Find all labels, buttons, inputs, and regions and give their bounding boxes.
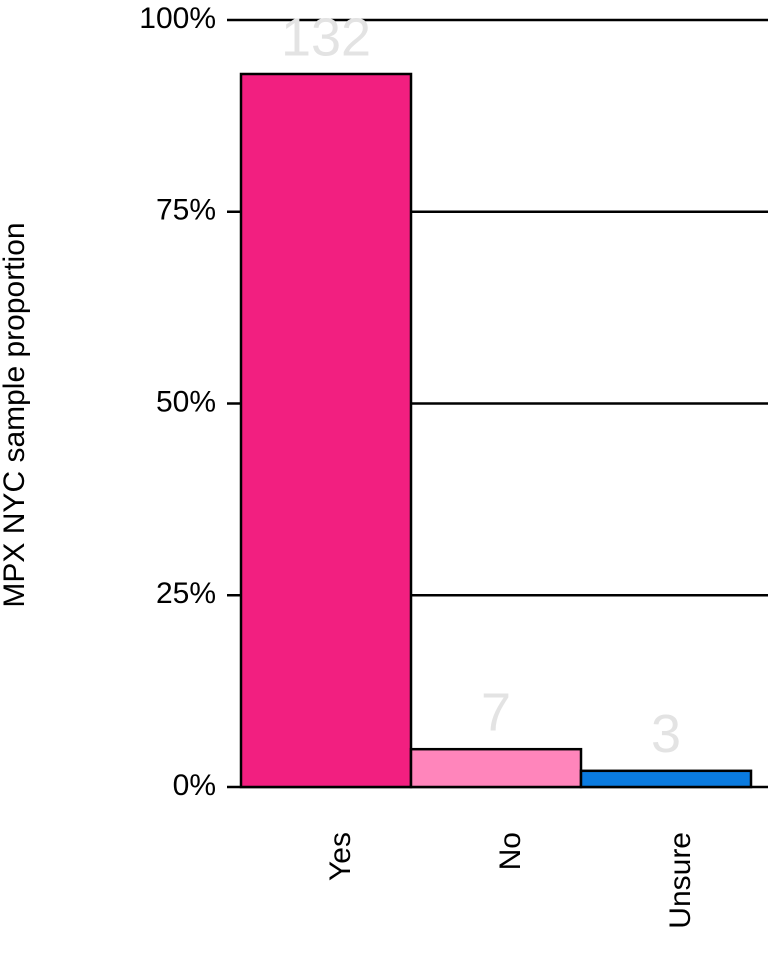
count-label: 132: [281, 7, 371, 67]
y-axis-label: MPX NYC sample proportion: [0, 222, 31, 607]
x-tick-label: Yes: [324, 832, 357, 881]
y-tick-label: 75%: [156, 194, 216, 227]
bar: [239, 72, 413, 789]
y-tick-label: 0%: [173, 769, 216, 802]
x-tick-label: Unsure: [664, 832, 697, 929]
y-tick-label: 25%: [156, 577, 216, 610]
count-label: 3: [651, 704, 681, 764]
x-tick-label: No: [494, 832, 527, 870]
bar: [409, 747, 583, 789]
y-tick-label: 100%: [139, 2, 216, 35]
count-label: 7: [481, 682, 511, 742]
bar: [579, 769, 753, 789]
y-tick-label: 50%: [156, 385, 216, 418]
